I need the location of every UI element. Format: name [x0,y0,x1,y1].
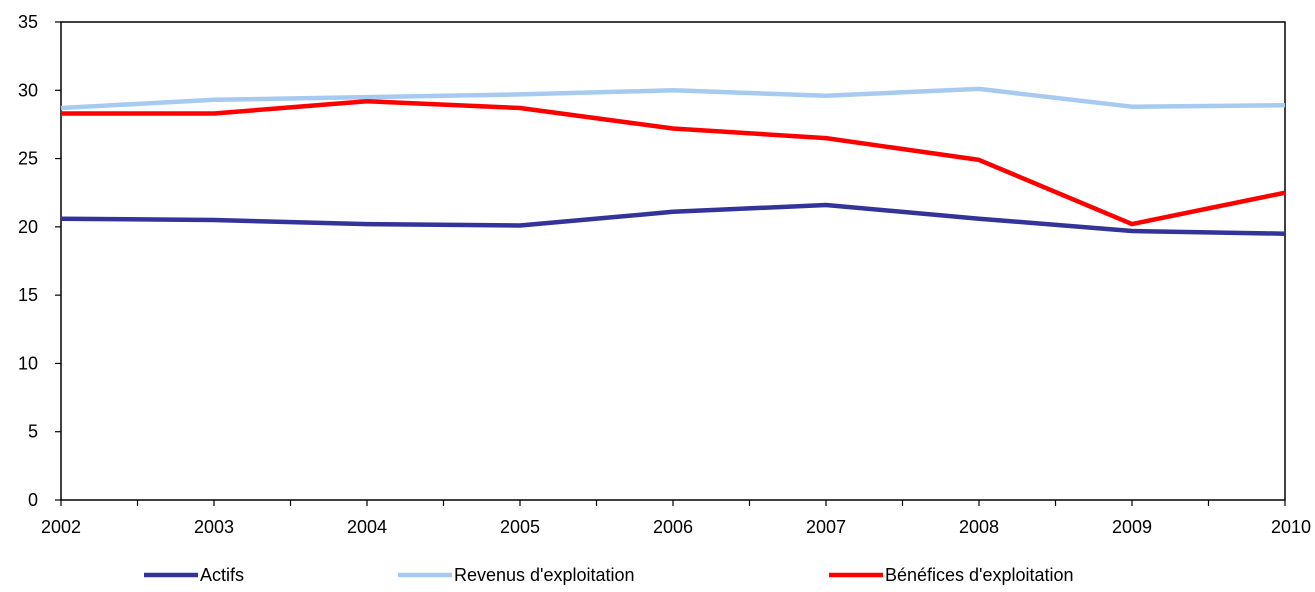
y-tick-label: 30 [18,80,38,100]
legend-label: Bénéfices d'exploitation [885,565,1074,585]
series-line-1 [60,202,1286,236]
y-tick-label: 0 [28,490,38,510]
x-tick-label: 2003 [194,517,234,537]
x-tick-label: 2005 [500,517,540,537]
legend-label: Revenus d'exploitation [454,565,635,585]
series-line-2 [60,86,1286,111]
y-tick-label: 35 [18,12,38,32]
x-tick-label: 2008 [959,517,999,537]
y-tick-label: 25 [18,149,38,169]
x-tick-label: 2010 [1271,517,1311,537]
x-axis: 2002 2003 2004 2005 2006 2007 2008 2009 2010 [41,500,1311,537]
y-tick-label: 10 [18,353,38,373]
x-tick-label: 2006 [653,517,693,537]
y-tick-label: 5 [28,422,38,442]
series-line-3 [61,98,1286,227]
x-tick-label: 2009 [1112,517,1152,537]
legend: Actifs Revenus d'exploitation Bénéfices d'… [144,565,1074,585]
y-tick-label: 15 [18,285,38,305]
x-tick-label: 2002 [41,517,81,537]
x-tick-label: 2007 [806,517,846,537]
x-tick-label: 2004 [347,517,387,537]
plot-area [60,21,1286,501]
legend-label: Actifs [200,565,244,585]
y-tick-label: 20 [18,217,38,237]
y-axis: 0 5 10 15 20 25 30 35 [18,12,61,510]
series-lines [60,86,1286,236]
